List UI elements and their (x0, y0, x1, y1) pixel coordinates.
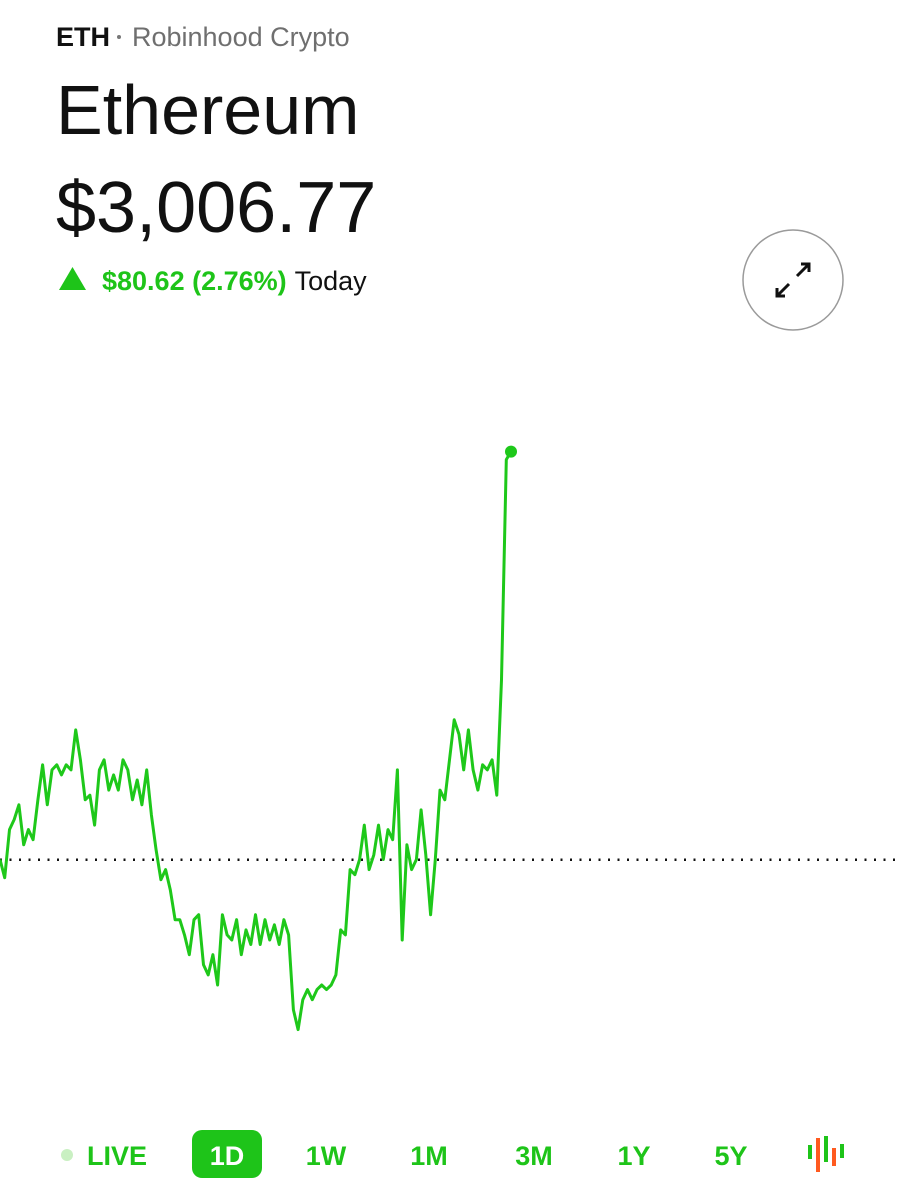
range-3[interactable]: 1M (410, 1141, 448, 1171)
price: $3,006.77 (56, 168, 376, 248)
separator-dot (117, 35, 121, 39)
range-6[interactable]: 5Y (714, 1141, 747, 1171)
range-selector: LIVE 1D 1W 1M 3M 1Y 5Y (61, 1130, 748, 1178)
range-1[interactable]: 1D (192, 1130, 262, 1178)
range-label: LIVE (87, 1141, 147, 1171)
range-label: 1Y (617, 1141, 650, 1171)
range-5[interactable]: 1Y (617, 1141, 650, 1171)
expand-button[interactable] (742, 229, 844, 331)
ticker: ETH (56, 22, 110, 52)
price-line (0, 450, 513, 1032)
live-dot (61, 1149, 73, 1161)
asset-name: Ethereum (56, 71, 359, 149)
price-chart (0, 445, 899, 1032)
range-label: 3M (515, 1141, 553, 1171)
end-dot (505, 445, 517, 458)
selected-range-bg (192, 1130, 262, 1178)
range-4[interactable]: 3M (515, 1141, 553, 1171)
period: Today (295, 266, 368, 296)
range-0[interactable]: LIVE (61, 1141, 147, 1171)
range-2[interactable]: 1W (306, 1141, 347, 1171)
range-label: 5Y (714, 1141, 747, 1171)
range-label: 1D (210, 1141, 245, 1171)
candlestick-toggle[interactable] (808, 1136, 844, 1172)
source: Robinhood Crypto (132, 22, 350, 52)
up-arrow (59, 267, 86, 290)
range-label: 1W (306, 1141, 347, 1171)
change: $80.62 (2.76%) (102, 266, 287, 296)
range-label: 1M (410, 1141, 448, 1171)
